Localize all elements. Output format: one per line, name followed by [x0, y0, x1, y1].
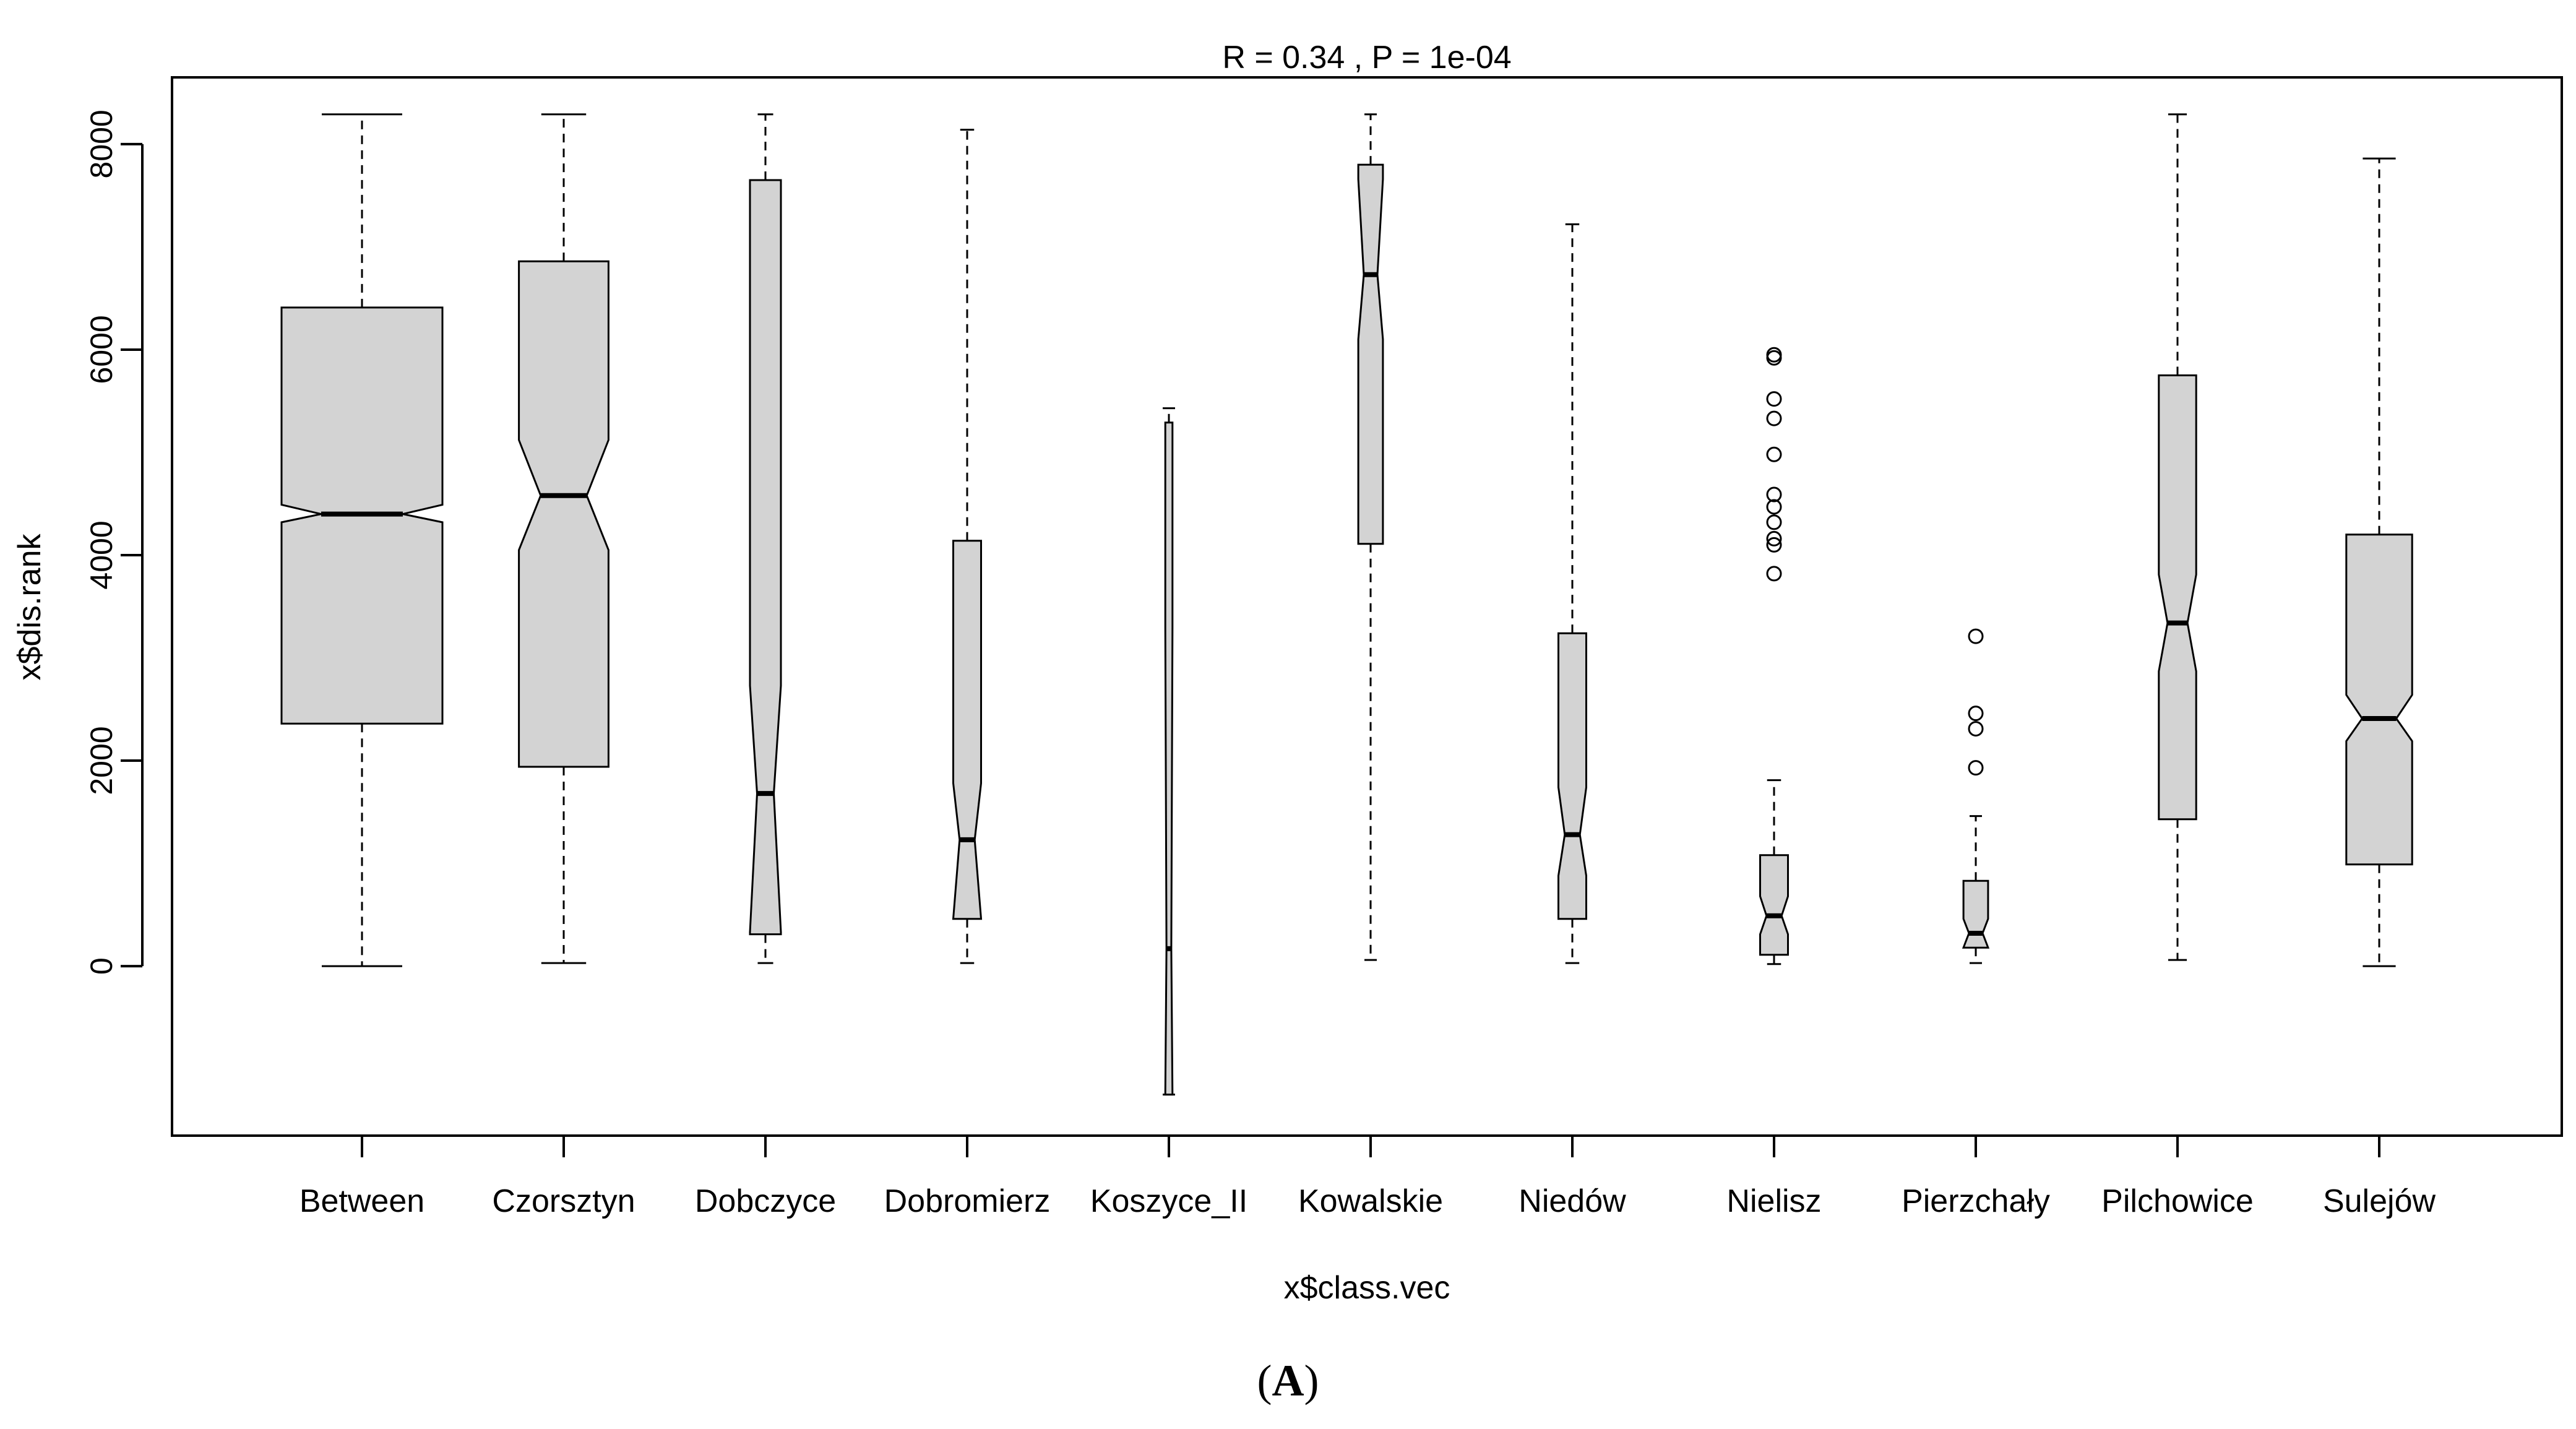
x-tick-label: Niedów	[1518, 1183, 1626, 1219]
box-body	[952, 540, 983, 920]
outlier-point	[1766, 350, 1782, 366]
outlier-point	[1766, 391, 1782, 407]
outlier-point	[1766, 530, 1782, 546]
box-body	[518, 260, 610, 768]
x-tick-label: Czorsztyn	[492, 1183, 635, 1219]
box-group	[952, 129, 983, 964]
chart-title: R = 0.34 , P = 1e-04	[1222, 40, 1511, 76]
x-axis-label: x$class.vec	[1284, 1270, 1450, 1306]
y-axis: 0 2000 4000 6000 8000	[84, 110, 144, 975]
x-tick-label: Dobczyce	[695, 1183, 836, 1219]
y-tick-label: 4000	[84, 520, 119, 589]
box-group	[1557, 223, 1587, 964]
box-group	[749, 113, 782, 964]
y-tick-label: 0	[84, 957, 119, 975]
x-axis: Between Czorsztyn Dobczyce Dobromierz Koszyc…	[299, 1134, 2436, 1219]
outlier-point	[1766, 410, 1782, 426]
outlier-point	[1766, 347, 1782, 363]
y-tick-label: 8000	[84, 110, 119, 178]
box-body	[749, 179, 782, 936]
box-body	[2158, 374, 2197, 821]
outlier-point	[1968, 628, 1984, 644]
box-body	[1962, 879, 1990, 949]
outlier-point	[1968, 706, 1984, 722]
y-axis-label: x$dis.rank	[12, 533, 48, 681]
box-group	[2345, 157, 2413, 967]
outlier-point	[1766, 537, 1782, 553]
box-group	[1357, 113, 1384, 961]
box-body	[1557, 632, 1587, 920]
box-group	[1759, 347, 1789, 965]
panel-label: (A)	[1257, 1356, 1319, 1405]
x-tick-label: Nielisz	[1726, 1183, 1821, 1219]
x-tick-label: Koszyce_II	[1090, 1183, 1247, 1219]
x-tick-label: Kowalskie	[1298, 1183, 1443, 1219]
y-tick-label: 2000	[84, 726, 119, 795]
box-body	[2345, 533, 2413, 866]
y-tick-label: 6000	[84, 315, 119, 384]
outlier-point	[1766, 514, 1782, 530]
x-tick-label: Sulejów	[2323, 1183, 2436, 1219]
x-tick-label: Dobromierz	[884, 1183, 1051, 1219]
panel-letter: A	[1272, 1356, 1304, 1405]
outlier-point	[1968, 721, 1984, 737]
outlier-point	[1766, 486, 1782, 503]
outlier-point	[1766, 499, 1782, 515]
outlier-point	[1766, 446, 1782, 462]
outlier-point	[1766, 566, 1782, 582]
box-group	[518, 113, 610, 964]
box-group	[1962, 628, 1990, 964]
x-tick-label: Pilchowice	[2101, 1183, 2254, 1219]
boxes-layer	[280, 113, 2413, 1096]
box-group	[1163, 407, 1175, 1096]
box-body	[1759, 854, 1789, 956]
x-tick-label: Between	[299, 1183, 424, 1219]
box-body	[1357, 163, 1384, 545]
box-group	[280, 113, 444, 967]
x-tick-label: Pierzchały	[1902, 1183, 2050, 1219]
box-group	[2158, 113, 2197, 961]
box-body	[1164, 421, 1174, 1096]
outlier-point	[1968, 760, 1984, 776]
